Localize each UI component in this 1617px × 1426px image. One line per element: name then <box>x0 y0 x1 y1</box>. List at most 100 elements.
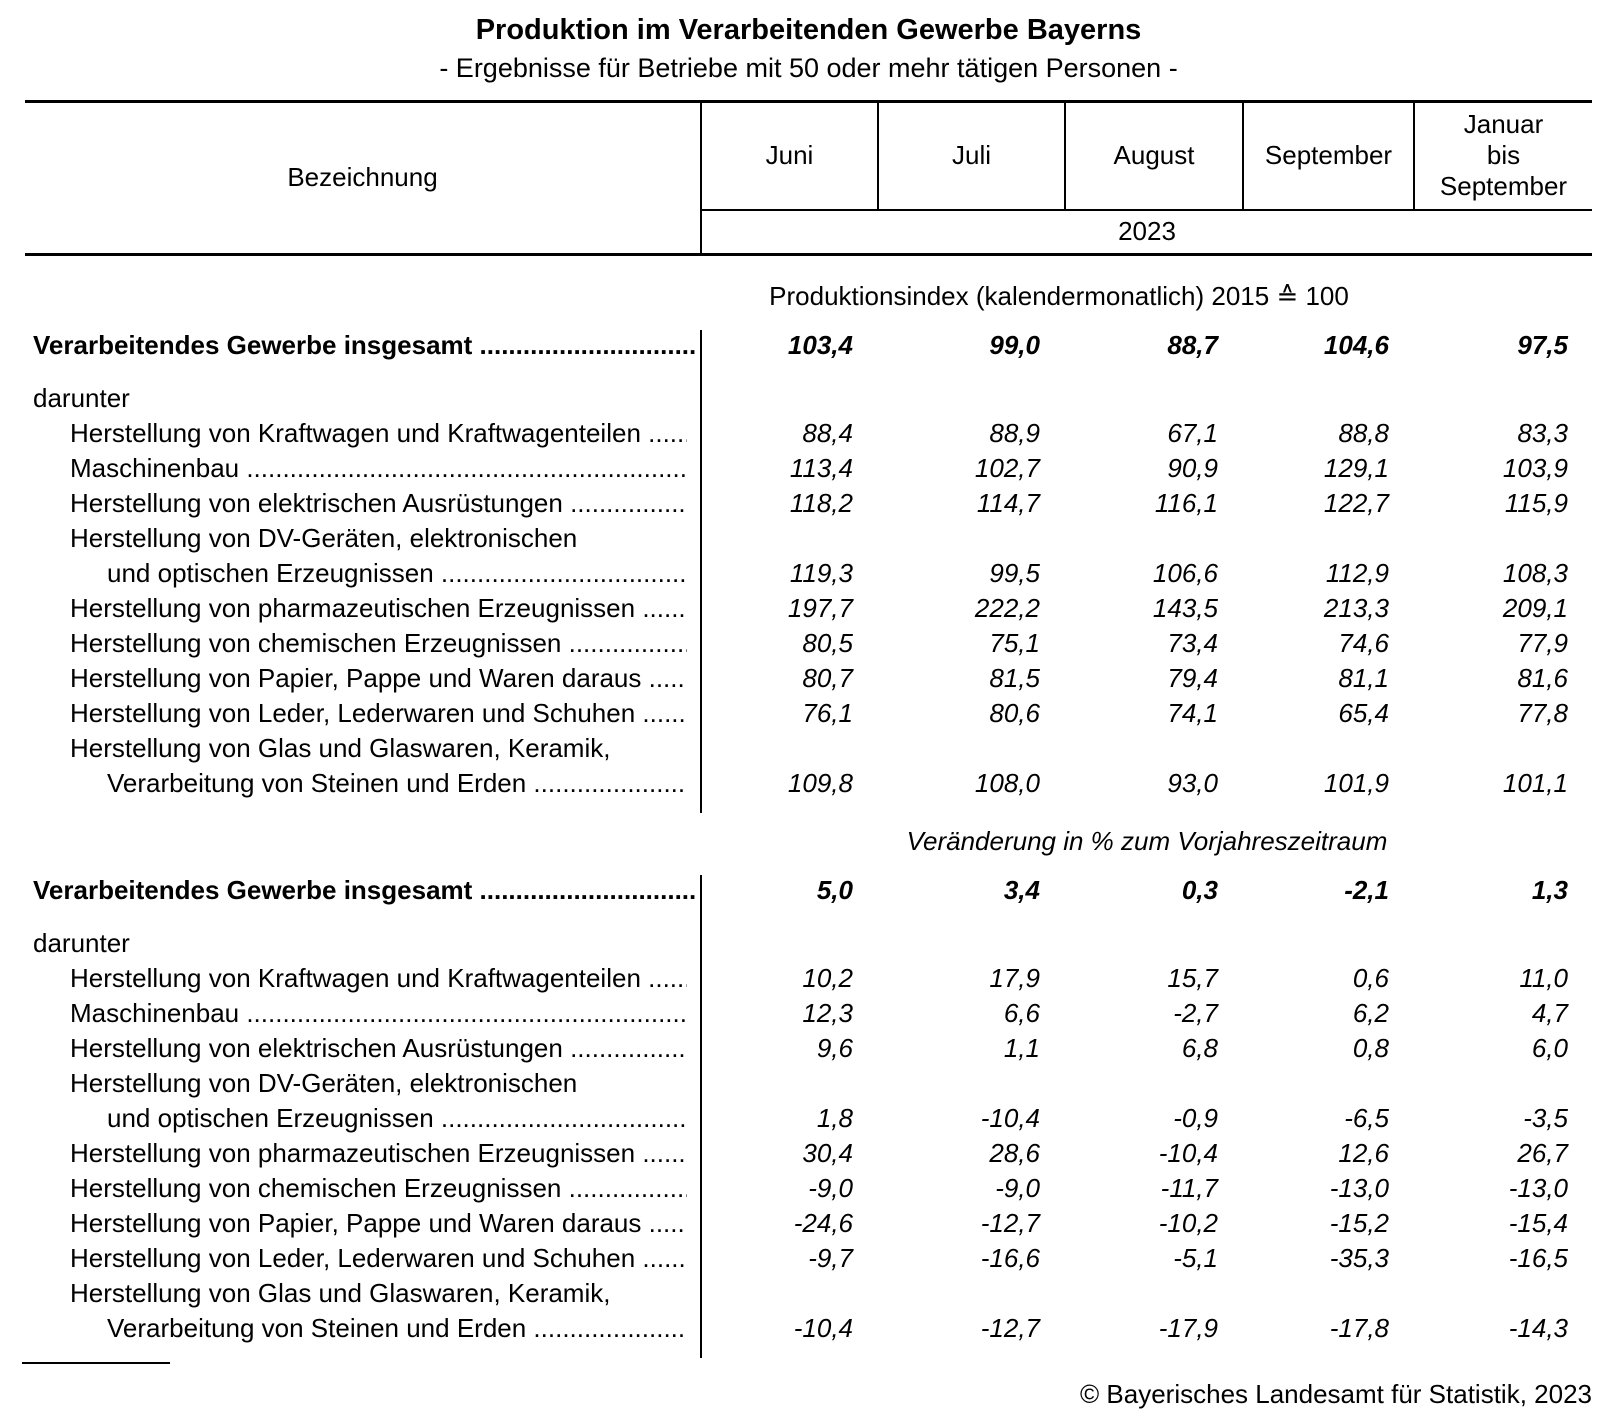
rows-container: Herstellung von Kraftwagen und Kraftwage… <box>25 416 1592 801</box>
total-row: Verarbeitendes Gewerbe insgesamt .......… <box>25 328 1592 363</box>
value-cell: -12,7 <box>980 1207 1040 1238</box>
table-row: Maschinenbau ...........................… <box>25 451 1592 486</box>
value-cell: 80,7 <box>802 662 853 693</box>
value-cell: 12,3 <box>802 997 853 1028</box>
value-cell: 75,1 <box>989 627 1040 658</box>
table-row: Herstellung von pharmazeutischen Erzeugn… <box>25 591 1592 626</box>
value-cell: 88,8 <box>1338 417 1389 448</box>
value-cell: -10,4 <box>1158 1137 1218 1168</box>
value-cell: 108,0 <box>974 767 1040 798</box>
section-heading-veraenderung: Veränderung in % zum Vorjahreszeitraum <box>906 825 1388 856</box>
value-cell: 73,4 <box>1167 627 1218 658</box>
year-header: 2023 <box>700 208 1592 253</box>
value-cell: -14,3 <box>1508 1312 1568 1343</box>
value-cell: -5,1 <box>1173 1242 1218 1273</box>
row-label-line: Herstellung von DV-Geräten, elektronisch… <box>70 522 578 553</box>
value-cell: 30,4 <box>802 1137 853 1168</box>
section-heading-produktionsindex: Produktionsindex (kalendermonatlich) 201… <box>769 280 1349 311</box>
value-cell: -17,9 <box>1158 1312 1218 1343</box>
row-label-line: Herstellung von Leder, Lederwaren und Sc… <box>70 1242 687 1273</box>
value-cell: 67,1 <box>1167 417 1218 448</box>
row-label: Herstellung von Papier, Pappe und Waren … <box>25 1206 687 1241</box>
row-label: Verarbeitendes Gewerbe insgesamt .......… <box>33 874 695 905</box>
value-cell: -35,3 <box>1329 1242 1389 1273</box>
value-cell: 28,6 <box>989 1137 1040 1168</box>
value-cell: -9,0 <box>808 1172 853 1203</box>
row-label-line: Herstellung von Papier, Pappe und Waren … <box>70 1207 687 1238</box>
value-cell: 103,4 <box>787 329 853 360</box>
value-cell: 106,6 <box>1152 557 1218 588</box>
row-label: Herstellung von chemischen Erzeugnissen … <box>25 1171 687 1206</box>
row-label: Herstellung von pharmazeutischen Erzeugn… <box>25 591 687 626</box>
value-cell: -12,7 <box>980 1312 1040 1343</box>
value-cell: 103,9 <box>1502 452 1568 483</box>
data-block-veraenderung: Verarbeitendes Gewerbe insgesamt .......… <box>25 873 1592 1358</box>
value-cell: -3,5 <box>1523 1102 1568 1133</box>
row-label-line: Herstellung von chemischen Erzeugnissen … <box>70 627 687 658</box>
value-cell: 115,9 <box>1504 487 1568 518</box>
copyright-notice: © Bayerisches Landesamt für Statistik, 2… <box>1080 1378 1592 1409</box>
table-row: Herstellung von elektrischen Ausrüstunge… <box>25 486 1592 521</box>
table-row: Herstellung von Glas und Glaswaren, Kera… <box>25 1276 1592 1346</box>
value-cell: 77,9 <box>1517 627 1568 658</box>
row-label: Herstellung von Leder, Lederwaren und Sc… <box>25 1241 687 1276</box>
value-cell: -10,2 <box>1158 1207 1218 1238</box>
value-cell: 80,5 <box>802 627 853 658</box>
value-cell: -10,4 <box>980 1102 1040 1133</box>
value-cell: 15,7 <box>1167 962 1218 993</box>
value-cell: 116,1 <box>1154 487 1218 518</box>
value-cell: -0,9 <box>1173 1102 1218 1133</box>
value-cell: -16,5 <box>1508 1242 1568 1273</box>
row-label-line: Herstellung von elektrischen Ausrüstunge… <box>70 487 687 518</box>
row-label: Maschinenbau ...........................… <box>25 996 687 1031</box>
value-cell: 80,6 <box>989 697 1040 728</box>
value-cell: -2,1 <box>1344 874 1389 905</box>
table-row: Herstellung von Leder, Lederwaren und Sc… <box>25 696 1592 731</box>
column-header-juni: Juni <box>700 102 877 209</box>
value-cell: -9,7 <box>808 1242 853 1273</box>
value-cell: -15,2 <box>1329 1207 1389 1238</box>
value-cell: 17,9 <box>989 962 1040 993</box>
value-cell: 74,1 <box>1167 697 1218 728</box>
value-cell: 26,7 <box>1517 1137 1568 1168</box>
table-row: Herstellung von Kraftwagen und Kraftwage… <box>25 961 1592 996</box>
row-label-line: Herstellung von Kraftwagen und Kraftwage… <box>70 962 687 993</box>
row-label-line: und optischen Erzeugnissen .............… <box>107 1102 687 1133</box>
row-label: Herstellung von Glas und Glaswaren, Kera… <box>25 731 687 801</box>
table-row: Herstellung von chemischen Erzeugnissen … <box>25 626 1592 661</box>
value-cell: 101,1 <box>1502 767 1568 798</box>
row-label: darunter <box>33 927 130 958</box>
value-cell: 99,0 <box>989 329 1040 360</box>
row-label-line: Herstellung von Papier, Pappe und Waren … <box>70 662 687 693</box>
value-cell: 113,4 <box>789 452 853 483</box>
row-label-line: und optischen Erzeugnissen .............… <box>107 557 687 588</box>
rows-container: Herstellung von Kraftwagen und Kraftwage… <box>25 961 1592 1346</box>
value-cell: 1,3 <box>1531 874 1568 905</box>
value-cell: -6,5 <box>1344 1102 1389 1133</box>
value-cell: 97,5 <box>1517 329 1568 360</box>
row-label: Herstellung von elektrischen Ausrüstunge… <box>25 1031 687 1066</box>
table-row: Herstellung von DV-Geräten, elektronisch… <box>25 521 1592 591</box>
table-row: Herstellung von pharmazeutischen Erzeugn… <box>25 1136 1592 1171</box>
column-header-bezeichnung: Bezeichnung <box>287 161 438 192</box>
footnote-rule <box>22 1361 170 1364</box>
row-label: Herstellung von pharmazeutischen Erzeugn… <box>25 1136 687 1171</box>
value-cell: -11,7 <box>1160 1172 1218 1203</box>
column-header-januar-bis-september: Januar bis September <box>1413 102 1592 209</box>
value-cell: 83,3 <box>1517 417 1568 448</box>
value-cell: 102,7 <box>974 452 1040 483</box>
value-cell: 6,6 <box>1003 997 1040 1028</box>
table-row: Herstellung von elektrischen Ausrüstunge… <box>25 1031 1592 1066</box>
value-cell: 99,5 <box>989 557 1040 588</box>
value-cell: 213,3 <box>1323 592 1389 623</box>
value-cell: 112,9 <box>1325 557 1389 588</box>
table-header: Bezeichnung Juni Juli August September J… <box>25 99 1592 256</box>
page-subtitle: - Ergebnisse für Betriebe mit 50 oder me… <box>439 52 1178 83</box>
table-row: Herstellung von Kraftwagen und Kraftwage… <box>25 416 1592 451</box>
value-cell: -16,6 <box>980 1242 1040 1273</box>
value-cell: 65,4 <box>1338 697 1389 728</box>
column-divider <box>700 329 702 813</box>
row-label: Herstellung von Kraftwagen und Kraftwage… <box>25 961 687 996</box>
value-cell: 6,2 <box>1352 997 1389 1028</box>
